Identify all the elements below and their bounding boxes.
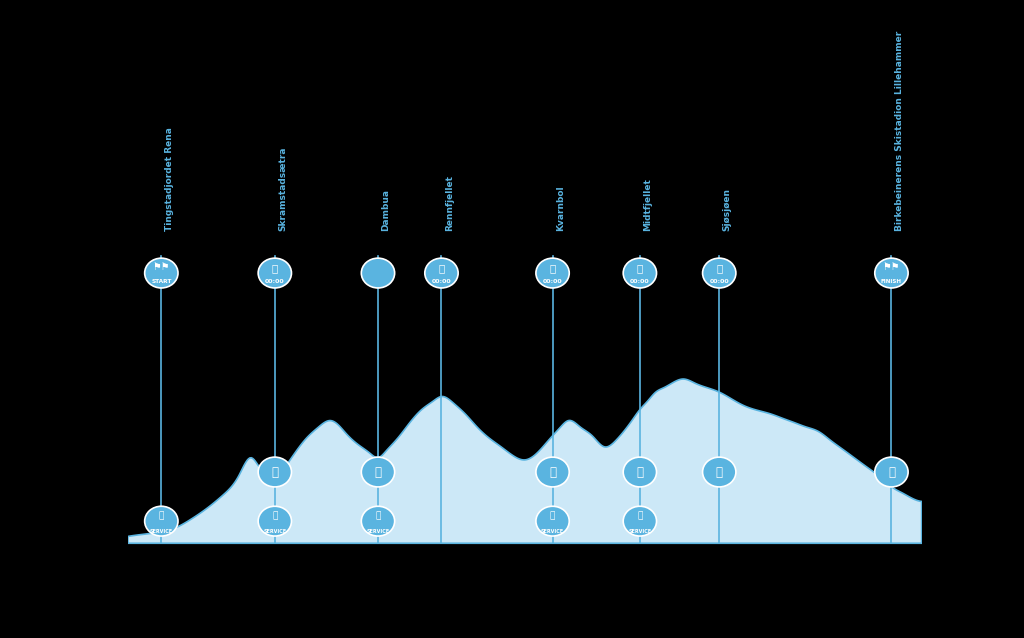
Ellipse shape xyxy=(425,258,458,288)
Text: FINISH: FINISH xyxy=(881,279,902,285)
Text: 🏃: 🏃 xyxy=(376,512,381,521)
Ellipse shape xyxy=(874,258,908,288)
Ellipse shape xyxy=(258,506,292,536)
Ellipse shape xyxy=(144,506,178,536)
Text: 🍴: 🍴 xyxy=(716,466,723,478)
Text: 00:00: 00:00 xyxy=(710,279,729,285)
Text: 🏆: 🏆 xyxy=(716,263,722,273)
Text: Tingstadjordet Rena: Tingstadjordet Rena xyxy=(165,128,173,232)
Text: SERVICE: SERVICE xyxy=(629,530,651,535)
Text: 🏆: 🏆 xyxy=(438,263,444,273)
Text: 🍴: 🍴 xyxy=(375,466,382,478)
Text: 🍴: 🍴 xyxy=(549,466,556,478)
Text: 🏆: 🏆 xyxy=(550,263,556,273)
Ellipse shape xyxy=(536,258,569,288)
Text: 🏃: 🏃 xyxy=(159,512,164,521)
Text: 🏃: 🏃 xyxy=(550,512,555,521)
Text: Rennfjellet: Rennfjellet xyxy=(444,175,454,232)
Text: 00:00: 00:00 xyxy=(432,279,452,285)
Text: 🍴: 🍴 xyxy=(271,466,279,478)
Ellipse shape xyxy=(361,258,394,288)
Text: START: START xyxy=(152,279,171,285)
Text: 🏃: 🏃 xyxy=(637,512,642,521)
Text: Birkebeinerens Skistadion Lillehammer: Birkebeinerens Skistadion Lillehammer xyxy=(895,31,903,232)
Text: Midtfjellet: Midtfjellet xyxy=(643,179,652,232)
Ellipse shape xyxy=(536,506,569,536)
Ellipse shape xyxy=(624,258,656,288)
Ellipse shape xyxy=(624,457,656,487)
Ellipse shape xyxy=(258,457,292,487)
Ellipse shape xyxy=(361,457,394,487)
Ellipse shape xyxy=(361,506,394,536)
Text: Kvarnbol: Kvarnbol xyxy=(556,186,565,232)
Ellipse shape xyxy=(624,506,656,536)
Text: SERVICE: SERVICE xyxy=(263,530,287,535)
Text: 🍴: 🍴 xyxy=(636,466,643,478)
Text: SERVICE: SERVICE xyxy=(150,530,173,535)
Text: 🏆: 🏆 xyxy=(271,263,278,273)
Text: ⚑⚑: ⚑⚑ xyxy=(883,262,900,272)
Ellipse shape xyxy=(258,258,292,288)
Text: SERVICE: SERVICE xyxy=(367,530,389,535)
Ellipse shape xyxy=(536,457,569,487)
Text: 🍴: 🍴 xyxy=(888,466,895,478)
Ellipse shape xyxy=(874,457,908,487)
Text: 00:00: 00:00 xyxy=(543,279,562,285)
Ellipse shape xyxy=(144,258,178,288)
Text: Dambua: Dambua xyxy=(381,189,390,232)
Text: 🏃: 🏃 xyxy=(272,512,278,521)
Text: 00:00: 00:00 xyxy=(630,279,649,285)
Text: Skramstadsætra: Skramstadsætra xyxy=(278,147,287,232)
Text: SERVICE: SERVICE xyxy=(541,530,564,535)
Text: 🏆: 🏆 xyxy=(637,263,643,273)
Ellipse shape xyxy=(702,258,736,288)
Text: ⚑⚑: ⚑⚑ xyxy=(153,262,170,272)
Text: 00:00: 00:00 xyxy=(265,279,285,285)
Polygon shape xyxy=(128,379,922,544)
Text: Sjøsjøen: Sjøsjøen xyxy=(722,188,731,232)
Ellipse shape xyxy=(702,457,736,487)
